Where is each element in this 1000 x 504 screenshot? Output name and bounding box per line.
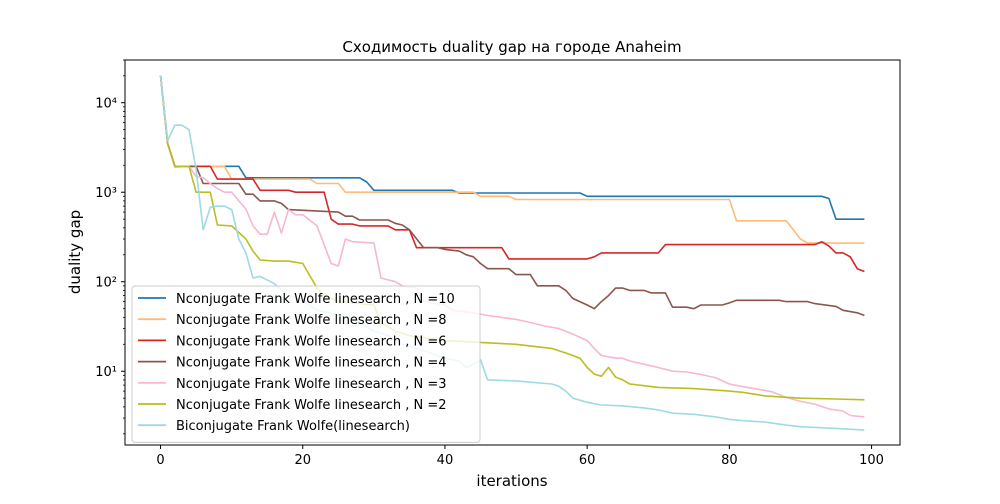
chart-title: Сходимость duality gap на городе Anaheim bbox=[342, 38, 681, 56]
y-tick-label: 10⁴ bbox=[95, 97, 117, 112]
x-tick-label: 60 bbox=[579, 453, 596, 468]
legend-label-2: Nconjugate Frank Wolfe linesearch , N =8 bbox=[176, 313, 447, 328]
x-tick-label: 20 bbox=[294, 453, 311, 468]
legend: Nconjugate Frank Wolfe linesearch , N =1… bbox=[131, 285, 481, 443]
legend-label-5: Nconjugate Frank Wolfe linesearch , N =3 bbox=[176, 377, 447, 392]
legend-box bbox=[131, 285, 481, 443]
y-axis: 10¹ 10² 10³ 10⁴ bbox=[95, 59, 125, 435]
x-tick-label: 40 bbox=[437, 453, 454, 468]
y-tick-label: 10³ bbox=[95, 186, 117, 201]
x-axis: 0 20 40 60 80 100 bbox=[156, 445, 884, 468]
y-axis-label: duality gap bbox=[66, 210, 84, 294]
legend-label-1: Nconjugate Frank Wolfe linesearch , N =1… bbox=[176, 292, 455, 307]
legend-label-4: Nconjugate Frank Wolfe linesearch , N =4 bbox=[176, 356, 447, 371]
legend-label-7: Biconjugate Frank Wolfe(linesearch) bbox=[176, 419, 410, 434]
x-tick-label: 80 bbox=[721, 453, 738, 468]
plot-frame bbox=[124, 59, 901, 446]
legend-label-3: Nconjugate Frank Wolfe linesearch , N =6 bbox=[176, 334, 447, 349]
series-line-2 bbox=[159, 75, 865, 244]
x-tick-label: 0 bbox=[156, 453, 164, 468]
x-tick-label: 100 bbox=[859, 453, 884, 468]
y-tick-label: 10¹ bbox=[95, 365, 117, 380]
y-tick-label: 10² bbox=[95, 276, 117, 291]
legend-label-6: Nconjugate Frank Wolfe linesearch , N =2 bbox=[176, 398, 447, 413]
series-line-4 bbox=[159, 75, 865, 317]
x-axis-label: iterations bbox=[476, 472, 547, 490]
